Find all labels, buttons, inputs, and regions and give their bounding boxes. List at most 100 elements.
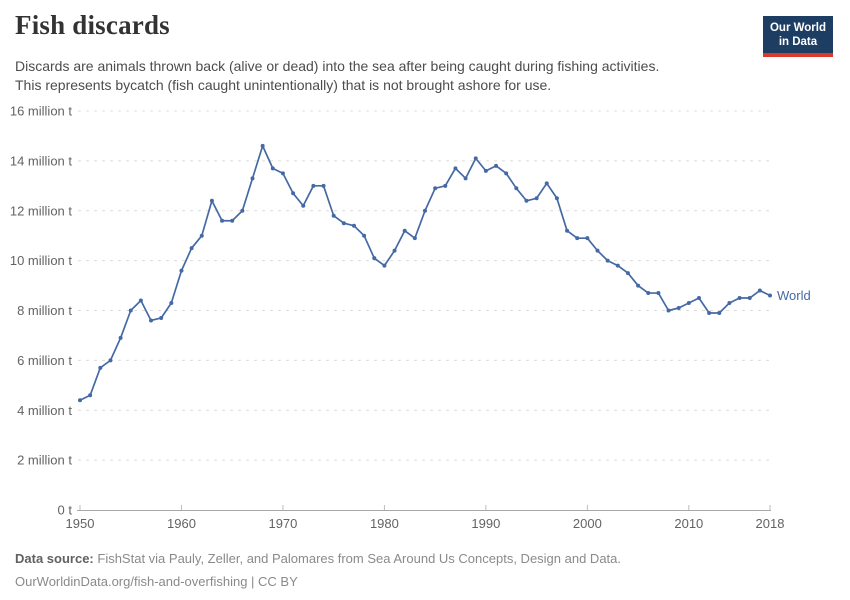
data-point[interactable] [189, 246, 194, 251]
data-point[interactable] [463, 176, 468, 181]
data-point[interactable] [240, 208, 245, 213]
data-point[interactable] [138, 298, 143, 303]
data-point[interactable] [402, 228, 407, 233]
data-point[interactable] [98, 365, 103, 370]
x-tick-label: 2010 [674, 516, 703, 531]
data-point[interactable] [585, 236, 590, 241]
data-point[interactable] [575, 236, 580, 241]
y-tick-label: 6 million t [17, 353, 72, 368]
data-point[interactable] [250, 176, 255, 181]
y-tick-label: 4 million t [17, 403, 72, 418]
data-point[interactable] [747, 296, 752, 301]
data-point[interactable] [311, 183, 316, 188]
data-point[interactable] [696, 296, 701, 301]
data-point[interactable] [169, 301, 174, 306]
data-point[interactable] [514, 186, 519, 191]
data-point[interactable] [707, 310, 712, 315]
gridlines [78, 110, 771, 461]
logo-line-1: Our World [769, 22, 826, 34]
subtitle-line-2: This represents bycatch (fish caught uni… [15, 77, 552, 93]
data-point[interactable] [88, 393, 93, 398]
y-tick-label: 0 t [58, 503, 73, 518]
logo-line-2: in Data [778, 36, 818, 48]
data-point[interactable] [625, 271, 630, 276]
series-world[interactable]: World [78, 143, 811, 403]
x-tick-label: 1980 [370, 516, 399, 531]
data-point[interactable] [494, 163, 499, 168]
x-tick-label: 1950 [66, 516, 95, 531]
data-point[interactable] [473, 156, 478, 161]
data-point[interactable] [220, 218, 225, 223]
data-point[interactable] [443, 183, 448, 188]
data-point[interactable] [717, 310, 722, 315]
data-point[interactable] [362, 233, 367, 238]
owid-logo[interactable]: Our World in Data [762, 16, 833, 57]
data-point[interactable] [209, 198, 214, 203]
data-point[interactable] [565, 228, 570, 233]
data-point[interactable] [423, 208, 427, 213]
data-point[interactable] [524, 198, 529, 203]
y-tick-label: 12 million t [10, 203, 73, 218]
data-point[interactable] [331, 213, 336, 218]
data-point[interactable] [179, 268, 184, 273]
footer-link[interactable]: OurWorldinData.org/fish-and-overfishing … [15, 574, 298, 589]
data-source-text: FishStat via Pauly, Zeller, and Palomare… [97, 551, 622, 566]
data-point[interactable] [78, 398, 82, 403]
data-point[interactable] [108, 358, 113, 363]
data-point[interactable] [260, 143, 265, 148]
data-point[interactable] [433, 186, 438, 191]
data-point[interactable] [341, 221, 346, 226]
y-tick-label: 10 million t [10, 253, 73, 268]
data-point[interactable] [291, 191, 296, 196]
data-point[interactable] [280, 171, 285, 176]
data-point[interactable] [199, 233, 204, 238]
data-point[interactable] [768, 293, 772, 298]
data-point[interactable] [382, 263, 387, 268]
y-tick-label: 16 million t [10, 104, 73, 119]
data-point[interactable] [159, 315, 164, 320]
series-end-label[interactable]: World [777, 288, 811, 303]
x-tick-label: 1990 [471, 516, 500, 531]
data-point[interactable] [453, 166, 458, 171]
data-point[interactable] [727, 301, 732, 306]
data-point[interactable] [757, 288, 762, 293]
data-source-line: Data source: FishStat via Pauly, Zeller,… [15, 547, 621, 570]
data-point[interactable] [321, 183, 326, 188]
x-tick-label: 1960 [167, 516, 196, 531]
data-point[interactable] [554, 196, 559, 201]
data-source-label: Data source: [15, 551, 94, 566]
data-point[interactable] [636, 283, 641, 288]
data-point[interactable] [615, 263, 620, 268]
data-point[interactable] [595, 248, 600, 253]
data-point[interactable] [737, 296, 742, 301]
data-point[interactable] [605, 258, 610, 263]
y-tick-label: 14 million t [10, 153, 73, 168]
data-point[interactable] [270, 166, 275, 171]
data-point[interactable] [676, 306, 681, 311]
chart-subtitle: Discards are animals thrown back (alive … [15, 57, 659, 95]
data-point[interactable] [230, 218, 235, 223]
data-point[interactable] [128, 308, 133, 313]
data-point[interactable] [351, 223, 356, 228]
x-tick-label: 1970 [268, 516, 297, 531]
data-point[interactable] [483, 168, 488, 173]
data-point[interactable] [656, 291, 661, 296]
data-point[interactable] [686, 301, 691, 306]
data-point[interactable] [412, 236, 417, 241]
data-point[interactable] [118, 335, 123, 340]
series-line[interactable] [79, 145, 771, 402]
x-axis: 1950 1960 1970 1980 1990 2000 2010 2018 [66, 505, 784, 531]
data-point[interactable] [534, 196, 539, 201]
data-point[interactable] [301, 203, 306, 208]
data-point[interactable] [392, 248, 397, 253]
data-point[interactable] [666, 308, 671, 313]
page-title: Fish discards [15, 10, 170, 40]
data-point[interactable] [372, 256, 377, 261]
line-chart[interactable]: 0 t 2 million t 4 million t 6 million t 8 mi… [0, 95, 850, 545]
data-point[interactable] [504, 171, 509, 176]
data-point[interactable] [646, 291, 651, 296]
data-point[interactable] [149, 318, 154, 323]
data-point[interactable] [544, 181, 549, 186]
x-tick-label: 2000 [573, 516, 602, 531]
